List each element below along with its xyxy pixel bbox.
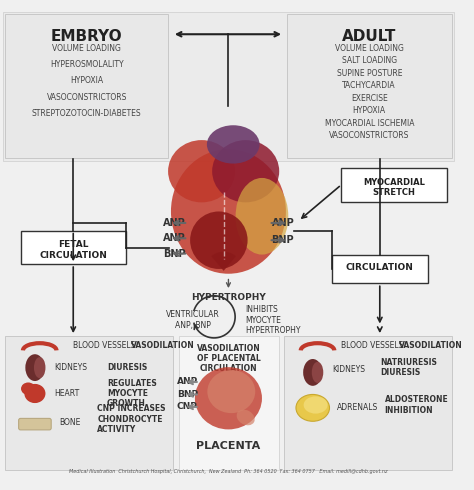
- Ellipse shape: [207, 125, 260, 164]
- FancyBboxPatch shape: [287, 14, 452, 158]
- Text: BLOOD VESSELS: BLOOD VESSELS: [73, 341, 136, 350]
- Ellipse shape: [303, 359, 322, 386]
- FancyBboxPatch shape: [18, 418, 51, 430]
- Ellipse shape: [25, 354, 45, 381]
- Wedge shape: [211, 252, 236, 271]
- Text: BONE: BONE: [59, 418, 80, 427]
- Text: HYPEROSMOLALITY: HYPEROSMOLALITY: [50, 60, 123, 69]
- Ellipse shape: [237, 410, 255, 425]
- Text: BNP: BNP: [163, 248, 185, 259]
- Text: VASODILATION
OF PLACENTAL
CIRCULATION: VASODILATION OF PLACENTAL CIRCULATION: [197, 343, 260, 373]
- Text: ANP: ANP: [163, 233, 185, 244]
- Ellipse shape: [24, 384, 46, 403]
- Text: HYPOXIA: HYPOXIA: [353, 106, 386, 115]
- Text: STREPTOZOTOCIN-DIABETES: STREPTOZOTOCIN-DIABETES: [32, 109, 141, 118]
- Text: VASODILATION: VASODILATION: [399, 341, 463, 350]
- Text: NATRIURESIS
DIURESIS: NATRIURESIS DIURESIS: [380, 358, 437, 377]
- FancyBboxPatch shape: [179, 336, 279, 470]
- Text: BNP: BNP: [272, 235, 294, 245]
- Text: Medical Illustration  Christchurch Hospital, Christchurch,  New Zealand  Ph: 364: Medical Illustration Christchurch Hospit…: [69, 469, 388, 474]
- FancyBboxPatch shape: [284, 336, 452, 470]
- Ellipse shape: [296, 394, 329, 421]
- Text: VASODILATION: VASODILATION: [131, 341, 194, 350]
- Ellipse shape: [195, 367, 262, 429]
- Ellipse shape: [312, 362, 323, 383]
- Text: ALDOSTERONE
INHIBITION: ALDOSTERONE INHIBITION: [384, 395, 448, 415]
- FancyBboxPatch shape: [5, 336, 173, 470]
- Text: PLACENTA: PLACENTA: [196, 441, 261, 451]
- Text: TACHYCARDIA: TACHYCARDIA: [342, 81, 396, 90]
- Text: FETAL
CIRCULATION: FETAL CIRCULATION: [39, 240, 107, 260]
- Text: INHIBITS
MYOCYTE
HYPERTROPHY: INHIBITS MYOCYTE HYPERTROPHY: [246, 305, 301, 335]
- Text: ANP: ANP: [163, 218, 185, 228]
- Text: HEART: HEART: [54, 389, 79, 398]
- Ellipse shape: [236, 178, 288, 255]
- Text: CNP: CNP: [177, 402, 198, 412]
- Text: VASOCONSTRICTORS: VASOCONSTRICTORS: [329, 131, 410, 140]
- FancyBboxPatch shape: [3, 12, 454, 161]
- Ellipse shape: [304, 396, 328, 414]
- Text: ANP: ANP: [176, 377, 198, 387]
- Text: BNP: BNP: [177, 390, 198, 399]
- Text: VENTRICULAR
ANP, BNP: VENTRICULAR ANP, BNP: [166, 310, 220, 330]
- Text: REGULATES
MYOCYTE
GROWTH: REGULATES MYOCYTE GROWTH: [107, 379, 156, 408]
- FancyBboxPatch shape: [341, 169, 447, 202]
- Ellipse shape: [207, 370, 255, 413]
- FancyBboxPatch shape: [332, 255, 428, 283]
- Text: MYOCARDIAL ISCHEMIA: MYOCARDIAL ISCHEMIA: [325, 119, 414, 127]
- Text: EXERCISE: EXERCISE: [351, 94, 388, 102]
- Text: KIDNEYS: KIDNEYS: [54, 363, 87, 372]
- Text: EMBRYO: EMBRYO: [51, 29, 122, 45]
- Text: VASOCONSTRICTORS: VASOCONSTRICTORS: [46, 93, 127, 102]
- Text: HYPERTROPHY: HYPERTROPHY: [191, 293, 266, 302]
- Ellipse shape: [190, 212, 247, 269]
- Text: HYPOXIA: HYPOXIA: [70, 76, 103, 85]
- Text: BLOOD VESSELS: BLOOD VESSELS: [341, 341, 404, 350]
- Text: SALT LOADING: SALT LOADING: [342, 56, 397, 65]
- Text: CIRCULATION: CIRCULATION: [346, 263, 414, 272]
- Text: DIURESIS: DIURESIS: [107, 363, 147, 372]
- Text: KIDNEYS: KIDNEYS: [332, 365, 365, 374]
- FancyBboxPatch shape: [5, 14, 168, 158]
- Text: SUPINE POSTURE: SUPINE POSTURE: [337, 69, 402, 78]
- Text: ANP: ANP: [272, 218, 294, 228]
- Ellipse shape: [171, 149, 286, 274]
- Ellipse shape: [168, 140, 235, 202]
- Ellipse shape: [21, 383, 36, 395]
- Text: CNP INCREASES
CHONDROCYTE
ACTIVITY: CNP INCREASES CHONDROCYTE ACTIVITY: [97, 404, 166, 434]
- Text: VOLUME LOADING: VOLUME LOADING: [335, 44, 404, 53]
- FancyBboxPatch shape: [20, 231, 126, 264]
- Text: MYOCARDIAL
STRETCH: MYOCARDIAL STRETCH: [363, 178, 425, 197]
- Text: VOLUME LOADING: VOLUME LOADING: [52, 44, 121, 53]
- Text: ADULT: ADULT: [342, 29, 396, 45]
- Text: ADRENALS: ADRENALS: [337, 403, 378, 413]
- Ellipse shape: [212, 140, 279, 202]
- Ellipse shape: [34, 357, 46, 378]
